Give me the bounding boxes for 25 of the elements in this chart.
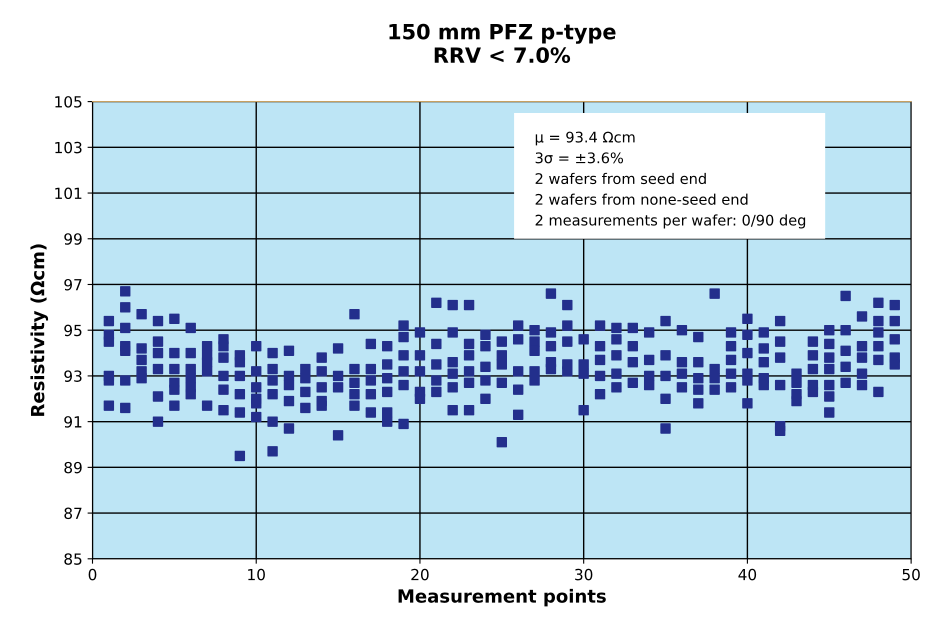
x-tick-label: 20: [411, 568, 429, 580]
x-tick-label: 10: [248, 568, 265, 580]
x-tick-label: 0: [88, 568, 96, 580]
y-tick-label: 97: [64, 278, 82, 290]
x-tick-label: 30: [575, 568, 592, 580]
y-tick-label: 87: [64, 508, 82, 520]
annotation: 2 measurements per wafer: 0/90 deg: [536, 214, 806, 228]
y-tick-label: 93: [64, 370, 82, 382]
y-axis-title: Resistivity (Ωcm): [30, 244, 48, 416]
y-tick-label: 103: [55, 142, 82, 154]
x-axis-title: Measurement points: [398, 588, 606, 606]
annotation: μ = 93.4 Ωcm: [536, 132, 635, 146]
annotation: 2 wafers from none-seed end: [536, 194, 748, 205]
y-tick-label: 101: [55, 188, 82, 200]
annotation: 3σ = ±3.6%: [536, 152, 624, 164]
x-tick-label: 40: [738, 568, 756, 580]
y-tick-label: 99: [64, 233, 82, 245]
y-tick-label: 95: [64, 324, 82, 336]
annotation: 2 wafers from seed end: [536, 172, 706, 184]
y-tick-label: 91: [64, 416, 82, 428]
y-tick-label: 105: [55, 96, 82, 108]
chart-title: 150 mm PFZ p-type RRV < 7.0%: [389, 24, 616, 64]
y-tick-label: 89: [64, 462, 82, 474]
y-tick-label: 85: [64, 553, 82, 565]
x-tick-label: 50: [902, 568, 920, 580]
